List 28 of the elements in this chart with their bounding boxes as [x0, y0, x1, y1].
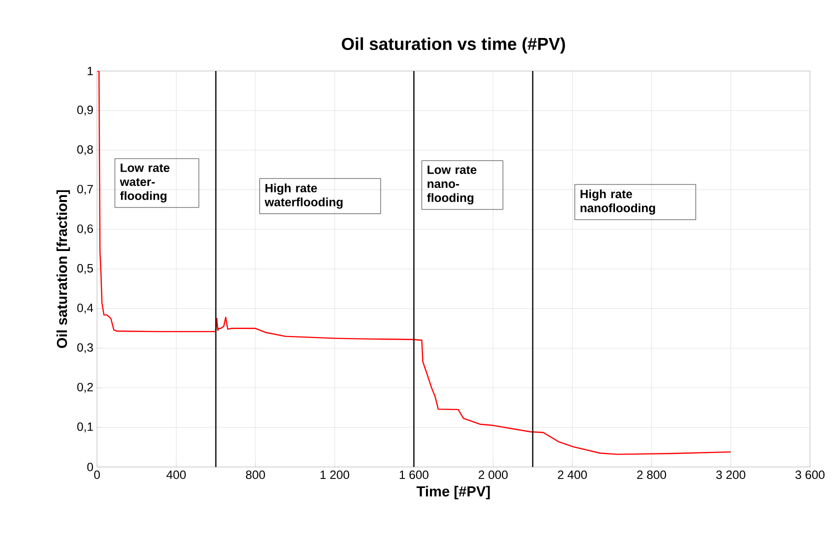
x-tick-label: 3 600: [795, 470, 825, 480]
x-tick-label: 0: [94, 470, 100, 480]
annotation: Low rate nano-flooding: [427, 166, 476, 204]
y-tick-label: 0,9: [77, 106, 93, 116]
chart-title: Oil saturation vs time (#PV): [342, 37, 565, 54]
x-tick-label: 1 200: [320, 470, 350, 480]
y-tick-label: 0,4: [77, 304, 94, 314]
x-tick-label: 400: [166, 470, 186, 480]
x-tick-label: 3 200: [716, 470, 746, 480]
x-axis-title: Time [#PV]: [416, 486, 490, 500]
y-tick-label: 0,5: [77, 264, 93, 274]
y-tick-label: 1: [88, 66, 93, 76]
x-tick-label: 2 400: [558, 470, 587, 480]
y-tick-label: 0,8: [77, 145, 93, 156]
annotation: High rate nanoflooding: [580, 189, 656, 215]
y-tick-label: 0,3: [77, 343, 93, 354]
x-tick-label: 800: [246, 470, 265, 480]
x-tick-label: 2 000: [478, 470, 508, 480]
x-tick-label: 1 600: [400, 470, 428, 480]
y-axis-title: Oil saturation [fraction]: [56, 190, 70, 348]
y-tick-label: 0,7: [77, 184, 93, 195]
y-tick-label: 0,6: [77, 224, 93, 234]
annotation: Low rate water-flooding: [120, 164, 170, 202]
y-tick-label: 0,2: [77, 382, 93, 393]
y-tick-label: 0,1: [77, 422, 93, 432]
y-tick-label: 0: [87, 462, 94, 472]
annotation: High rate waterflooding: [264, 184, 343, 209]
x-tick-label: 2 800: [637, 470, 666, 480]
